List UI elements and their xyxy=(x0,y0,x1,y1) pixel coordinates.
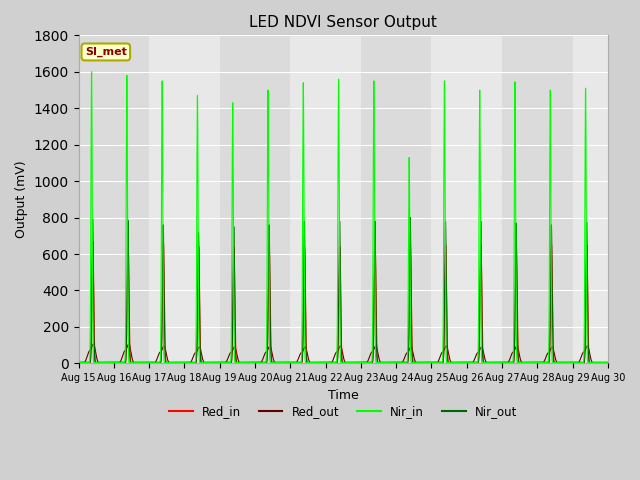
Bar xyxy=(502,36,573,363)
Bar xyxy=(79,36,149,363)
Y-axis label: Output (mV): Output (mV) xyxy=(15,160,28,238)
Text: SI_met: SI_met xyxy=(85,47,127,57)
Title: LED NDVI Sensor Output: LED NDVI Sensor Output xyxy=(249,15,437,30)
Bar xyxy=(361,36,431,363)
Bar xyxy=(220,36,291,363)
X-axis label: Time: Time xyxy=(328,389,358,402)
Legend: Red_in, Red_out, Nir_in, Nir_out: Red_in, Red_out, Nir_in, Nir_out xyxy=(164,401,522,423)
